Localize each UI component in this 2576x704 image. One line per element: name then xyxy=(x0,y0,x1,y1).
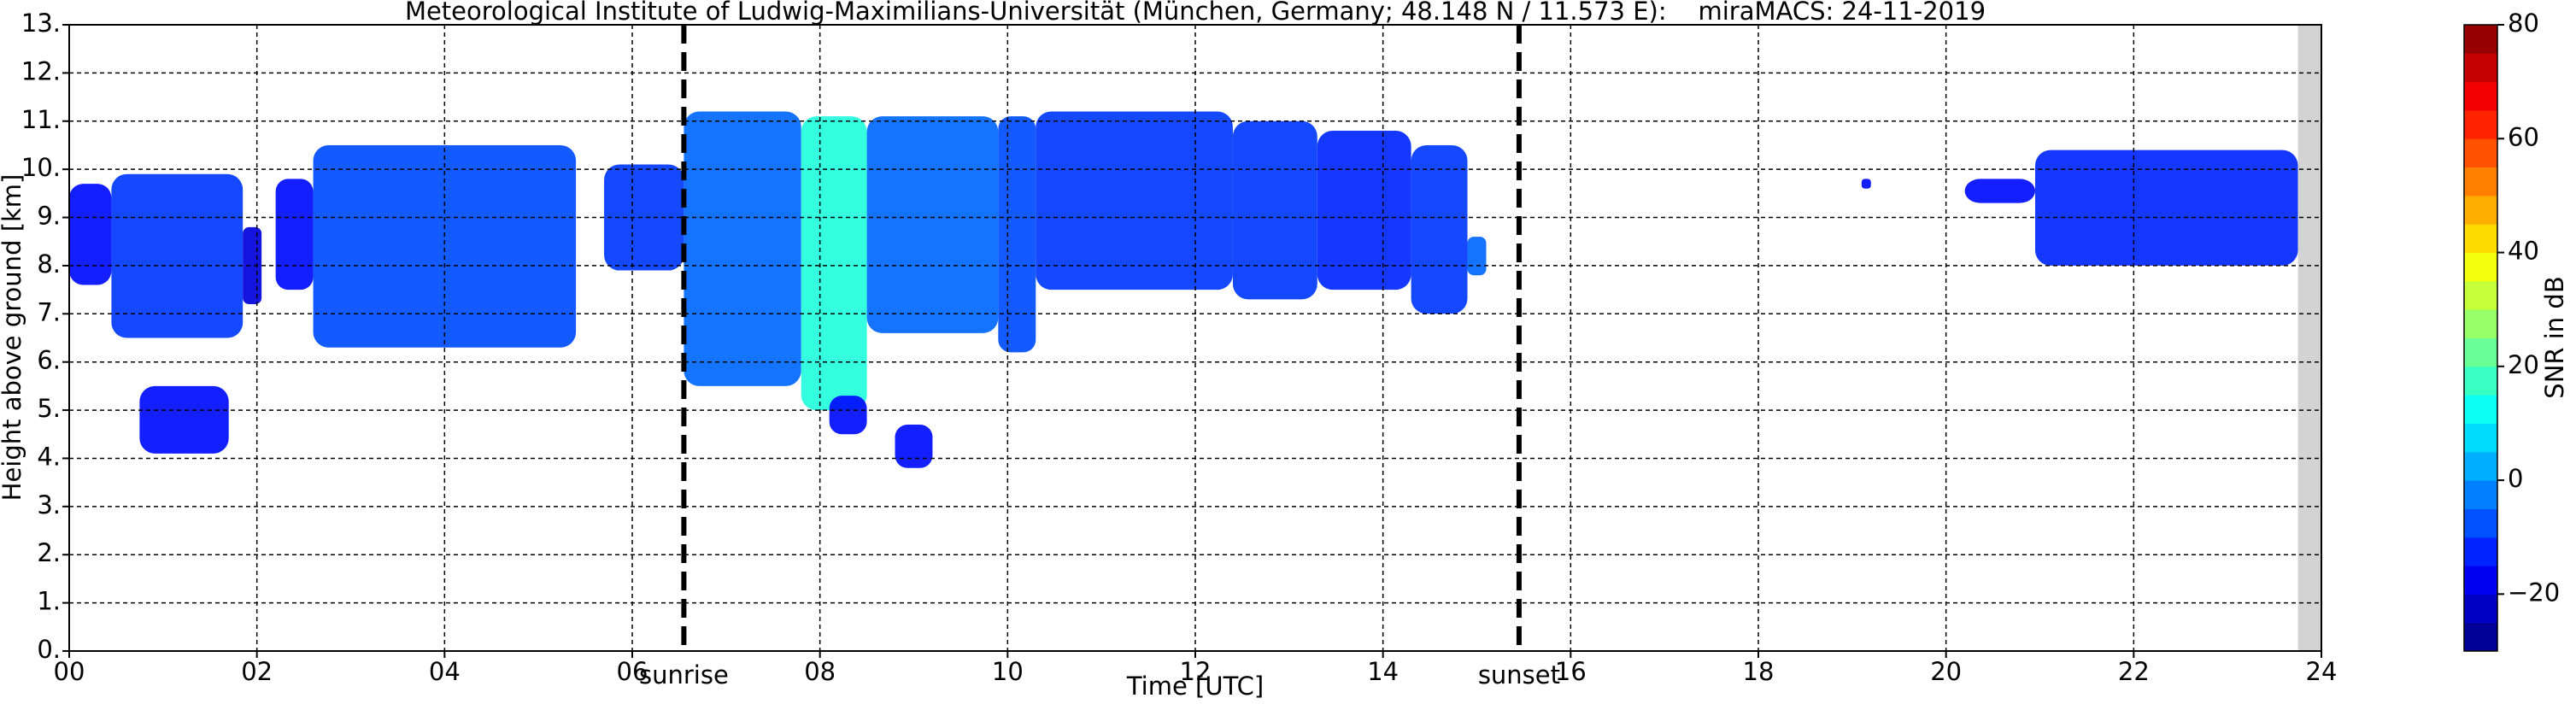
y-tick-label: 0. xyxy=(37,635,61,664)
radar-echo xyxy=(111,173,244,338)
colorbar-tick-label: −20 xyxy=(2508,578,2560,607)
chart-title: Meteorological Institute of Ludwig-Maxim… xyxy=(405,0,1986,26)
colorbar-tick-label: 0 xyxy=(2508,464,2523,493)
plot-frame xyxy=(68,24,2322,652)
radar-echo xyxy=(275,179,314,290)
radar-echo xyxy=(829,396,867,435)
colorbar-tick-label: 40 xyxy=(2508,237,2539,266)
radar-echo xyxy=(1411,144,1468,314)
radar-echo xyxy=(69,184,112,285)
colorbar-band xyxy=(2464,224,2497,254)
x-tick-label: 08 xyxy=(804,657,836,686)
radar-echo xyxy=(684,111,801,386)
radar-echo xyxy=(866,116,999,333)
colorbar-band xyxy=(2464,109,2497,139)
colorbar-label: SNR in dB xyxy=(2540,276,2569,398)
event-label: sunrise xyxy=(639,660,729,689)
colorbar-band xyxy=(2464,280,2497,310)
y-tick-label: 3. xyxy=(37,490,61,519)
radar-echo xyxy=(1232,120,1317,300)
x-tick-label: 18 xyxy=(1743,657,1775,686)
colorbar-band xyxy=(2464,337,2497,367)
radar-echo xyxy=(998,116,1036,353)
radar-echo xyxy=(2035,150,2298,266)
colorbar-band xyxy=(2464,167,2497,197)
x-axis-label: Time [UTC] xyxy=(1126,672,1264,701)
colorbar-band xyxy=(2464,366,2497,396)
colorbar-band xyxy=(2464,252,2497,282)
y-tick-label: 1. xyxy=(37,587,61,616)
y-tick-label: 2. xyxy=(37,538,61,567)
radar-echo xyxy=(1036,111,1233,290)
colorbar-band xyxy=(2464,508,2497,538)
colorbar-band xyxy=(2464,195,2497,225)
x-tick-label: 10 xyxy=(992,657,1024,686)
colorbar-band xyxy=(2464,25,2497,54)
colorbar-band xyxy=(2464,423,2497,453)
radar-echo xyxy=(1317,131,1411,290)
x-tick-label: 06 xyxy=(617,657,648,686)
colorbar-band xyxy=(2464,537,2497,566)
no-data-region xyxy=(2297,25,2321,651)
colorbar-band xyxy=(2464,395,2497,424)
colorbar-tick-label: 20 xyxy=(2508,350,2539,379)
radar-echo xyxy=(1467,237,1487,276)
colorbar-band xyxy=(2464,309,2497,338)
y-axis-label: Height above ground [km] xyxy=(0,174,26,502)
x-tick-label: 20 xyxy=(1930,657,1962,686)
colorbar-band xyxy=(2464,53,2497,83)
y-tick-label: 8. xyxy=(37,249,61,279)
colorbar-tick-label: 60 xyxy=(2508,122,2539,151)
y-tick-label: 12. xyxy=(21,56,61,85)
radar-echo xyxy=(895,424,933,468)
radar-echo xyxy=(604,164,684,271)
y-tick-label: 11. xyxy=(21,105,61,134)
x-tick-label: 24 xyxy=(2306,657,2338,686)
colorbar-band xyxy=(2464,594,2497,624)
radar-echo xyxy=(139,385,229,454)
colorbar-band xyxy=(2464,480,2497,509)
radar-echo xyxy=(1861,179,1871,189)
radar-echo xyxy=(1964,179,2036,203)
colorbar-band xyxy=(2464,566,2497,595)
radar-echo xyxy=(313,144,577,348)
event-label: sunset xyxy=(1478,660,1560,689)
x-tick-label: 16 xyxy=(1555,657,1587,686)
y-tick-label: 10. xyxy=(21,153,61,182)
colorbar-band xyxy=(2464,622,2497,652)
colorbar-band xyxy=(2464,451,2497,481)
x-tick-label: 02 xyxy=(241,657,273,686)
y-tick-label: 7. xyxy=(37,297,61,326)
x-tick-label: 22 xyxy=(2118,657,2150,686)
x-tick-label: 12 xyxy=(1180,657,1212,686)
y-tick-label: 6. xyxy=(37,346,61,375)
radar-echo xyxy=(801,116,867,411)
x-tick-label: 04 xyxy=(429,657,461,686)
y-tick-label: 9. xyxy=(37,202,61,231)
colorbar-band xyxy=(2464,81,2497,111)
x-tick-label: 00 xyxy=(54,657,85,686)
radar-echo xyxy=(243,226,262,305)
colorbar-tick-label: 80 xyxy=(2508,9,2539,38)
colorbar-frame xyxy=(2463,24,2498,652)
y-tick-label: 5. xyxy=(37,394,61,423)
y-tick-label: 4. xyxy=(37,442,61,471)
x-tick-label: 14 xyxy=(1367,657,1399,686)
colorbar-band xyxy=(2464,138,2497,168)
y-tick-label: 13. xyxy=(21,9,61,38)
